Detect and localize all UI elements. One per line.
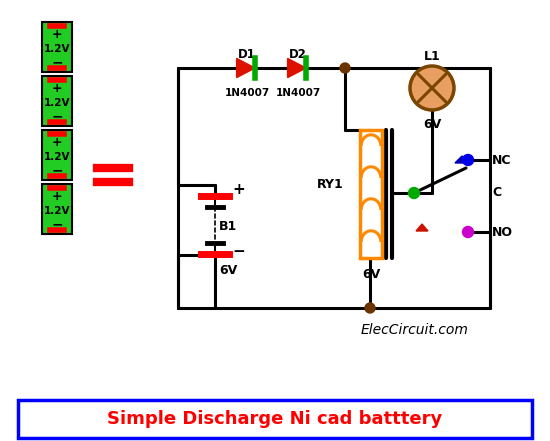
Text: −: − xyxy=(51,163,63,177)
Text: 1.2V: 1.2V xyxy=(44,152,70,162)
FancyBboxPatch shape xyxy=(18,400,532,438)
Text: −: − xyxy=(51,109,63,123)
FancyBboxPatch shape xyxy=(42,130,72,180)
Text: NC: NC xyxy=(492,153,512,167)
Polygon shape xyxy=(416,224,428,231)
Text: ElecCircuit.com: ElecCircuit.com xyxy=(361,323,469,337)
Circle shape xyxy=(463,227,474,238)
Text: 1.2V: 1.2V xyxy=(44,98,70,108)
Text: 6V: 6V xyxy=(362,268,380,280)
Text: +: + xyxy=(52,82,62,96)
Text: −: − xyxy=(51,217,63,231)
Text: 1.2V: 1.2V xyxy=(44,44,70,54)
Text: NO: NO xyxy=(492,225,513,239)
Text: +: + xyxy=(52,191,62,203)
Text: 6V: 6V xyxy=(423,117,441,131)
Circle shape xyxy=(365,303,375,313)
Text: −: − xyxy=(51,55,63,69)
Text: +: + xyxy=(52,29,62,41)
Text: L1: L1 xyxy=(424,49,441,63)
Text: Simple Discharge Ni cad batttery: Simple Discharge Ni cad batttery xyxy=(107,410,443,428)
Text: −: − xyxy=(232,243,245,258)
Circle shape xyxy=(409,187,420,198)
Circle shape xyxy=(410,66,454,110)
Text: 6V: 6V xyxy=(219,265,237,277)
Text: 1N4007: 1N4007 xyxy=(224,88,270,98)
FancyBboxPatch shape xyxy=(42,22,72,72)
FancyBboxPatch shape xyxy=(360,130,382,258)
Text: C: C xyxy=(492,187,501,199)
Text: B1: B1 xyxy=(219,220,237,233)
Polygon shape xyxy=(455,156,469,163)
FancyBboxPatch shape xyxy=(42,184,72,234)
Text: 1N4007: 1N4007 xyxy=(276,88,321,98)
FancyBboxPatch shape xyxy=(42,76,72,126)
Text: D2: D2 xyxy=(289,48,307,60)
Text: D1: D1 xyxy=(238,48,256,60)
Circle shape xyxy=(463,154,474,165)
Text: +: + xyxy=(232,182,245,197)
Circle shape xyxy=(340,63,350,73)
Polygon shape xyxy=(288,58,306,78)
Text: RY1: RY1 xyxy=(317,177,343,191)
Text: 1.2V: 1.2V xyxy=(44,206,70,216)
Polygon shape xyxy=(236,58,255,78)
Text: +: + xyxy=(52,137,62,149)
